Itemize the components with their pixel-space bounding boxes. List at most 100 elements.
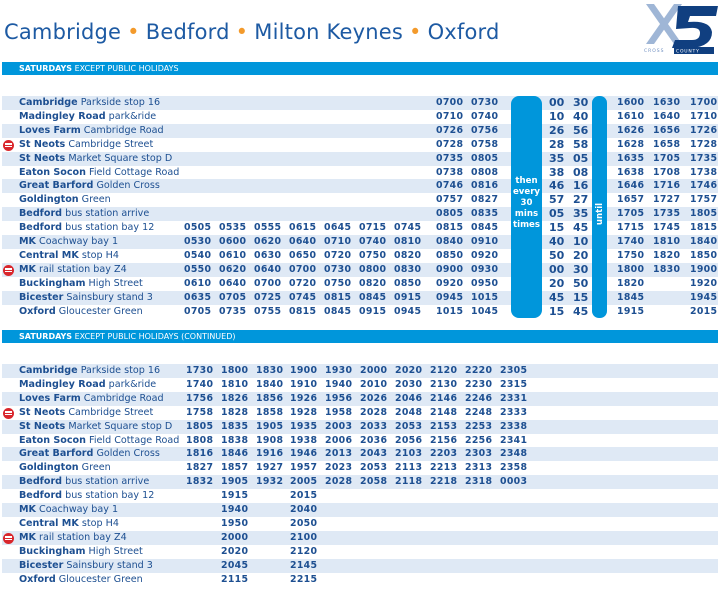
- departure-time: 2113: [395, 462, 423, 474]
- stop-name-rest: Market Square stop D: [65, 152, 173, 164]
- stop-name-bold: Great Barford: [19, 448, 94, 460]
- stop-name-bold: St Neots: [19, 406, 66, 418]
- table2-heading: SATURDAYS EXCEPT PUBLIC HOLIDAYS (CONTIN…: [2, 330, 718, 343]
- stop-name: Great Barford Golden Cross: [19, 179, 160, 193]
- departure-time: 0640: [289, 236, 317, 247]
- departure-time: 1915: [221, 490, 249, 502]
- stop-name-rest: Cambridge Street: [65, 406, 154, 418]
- departure-time: 0808: [471, 166, 499, 178]
- departure-time: 1840: [690, 236, 718, 247]
- stop-name: Central MK stop H4: [19, 517, 119, 531]
- departure-time: 0845: [471, 222, 499, 234]
- departure-time: 2148: [430, 406, 458, 418]
- stop-name: Buckingham High Street: [19, 545, 143, 559]
- table-row: Loves Farm Cambridge Road 1756 1826 1856 192…: [2, 391, 718, 406]
- separator: •: [127, 20, 140, 44]
- table-row: Loves Farm Cambridge Road 0726 0756 26 56 162…: [2, 123, 718, 138]
- departure-time: 1635: [617, 152, 645, 164]
- departure-time: 0705: [219, 291, 247, 303]
- table-row: Oxford Gloucester Green 0705 0735 0755 0815 0…: [2, 305, 718, 319]
- departure-time: 0635: [184, 291, 212, 303]
- departure-time: 0610: [219, 249, 247, 261]
- departure-time: 2015: [690, 305, 718, 317]
- table-row: Eaton Socon Field Cottage Road 1808 1838 19…: [2, 434, 718, 448]
- title-oxford: Oxford: [427, 20, 500, 44]
- departure-time: 0816: [471, 180, 499, 192]
- departure-time: 2015: [290, 490, 318, 502]
- departure-time: 1746: [690, 180, 718, 192]
- departure-time: 1750: [617, 249, 645, 261]
- minutes-past: 50: [573, 276, 589, 290]
- stop-name-rest: Coachway bay 1: [35, 236, 119, 247]
- departure-time: 2156: [430, 434, 458, 446]
- departure-time: 2010: [360, 378, 388, 390]
- departure-time: 0756: [471, 124, 499, 136]
- departure-time: 0550: [184, 263, 212, 275]
- stop-name-rest: Sainsbury stand 3: [63, 559, 153, 571]
- departure-time: 2215: [290, 573, 318, 585]
- stop-name-rest: Coachway bay 1: [35, 504, 119, 515]
- departure-time: 2030: [395, 378, 423, 390]
- departure-time: 1835: [221, 420, 249, 432]
- table-row: Buckingham High Street 0610 0640 0700 0720 07…: [2, 277, 718, 291]
- stop-name-bold: Cambridge: [19, 97, 78, 108]
- departure-time: 1808: [186, 434, 214, 446]
- departure-time: 1656: [653, 124, 681, 136]
- departure-time: 1730: [186, 365, 214, 376]
- departure-time: 1015: [436, 305, 464, 317]
- stop-name-bold: Buckingham: [19, 545, 86, 557]
- stop-name-rest: Cambridge Street: [65, 138, 154, 150]
- departure-time: 0945: [436, 291, 464, 303]
- departure-time: 2331: [500, 392, 528, 404]
- stop-name-bold: St Neots: [19, 152, 66, 164]
- minutes-past: 16: [573, 179, 589, 193]
- table-row: Cambridge Parkside stop 16 1730 1800 1830 19…: [2, 364, 718, 378]
- departure-time: 1930: [325, 365, 353, 376]
- minutes-past: 45: [549, 290, 565, 304]
- stop-name: Cambridge Parkside stop 16: [19, 96, 160, 110]
- departure-time: 0540: [184, 249, 212, 261]
- departure-time: 2003: [325, 420, 353, 432]
- departure-time: 0715: [359, 222, 387, 234]
- departure-time: 1700: [690, 97, 718, 108]
- stop-name: Bicester Sainsbury stand 3: [19, 559, 153, 573]
- departure-time: 0700: [254, 277, 282, 289]
- departure-time: 1715: [617, 222, 645, 234]
- departure-time: 1920: [690, 277, 718, 289]
- departure-time: 2053: [360, 462, 388, 474]
- stop-name: MK Coachway bay 1: [19, 235, 118, 249]
- departure-time: 0945: [394, 305, 422, 317]
- rail-station-icon: [3, 532, 14, 544]
- departure-time: 1832: [186, 476, 214, 488]
- departure-time: 2023: [325, 462, 353, 474]
- departure-time: 1900: [290, 365, 318, 376]
- departure-time: 1757: [690, 194, 718, 206]
- heading-bold: SATURDAYS: [19, 64, 73, 73]
- svg-text:CROSS: CROSS: [644, 48, 665, 54]
- minutes-past: 50: [549, 248, 565, 262]
- departure-time: 1657: [617, 194, 645, 206]
- departure-time: 1926: [290, 392, 318, 404]
- minutes-past: 00: [549, 262, 565, 276]
- departure-time: 1945: [690, 291, 718, 303]
- departure-time: 1928: [290, 406, 318, 418]
- departure-time: 2036: [360, 434, 388, 446]
- table-row: St Neots Cambridge Street 0728 0758 28 58 162…: [2, 138, 718, 152]
- departure-time: 2341: [500, 434, 528, 446]
- departure-time: 1658: [653, 138, 681, 150]
- stop-name: Buckingham High Street: [19, 277, 143, 291]
- departure-time: 1938: [290, 434, 318, 446]
- minutes-past: 28: [549, 137, 565, 151]
- stop-name-bold: Goldington: [19, 194, 79, 206]
- stop-name-bold: Bedford: [19, 208, 63, 220]
- departure-time: 0730: [471, 97, 499, 108]
- departure-time: 1640: [653, 110, 681, 122]
- departure-time: 2048: [395, 406, 423, 418]
- stop-name-rest: bus station arrive: [62, 476, 150, 488]
- stop-name-bold: Loves Farm: [19, 124, 81, 136]
- stop-name-rest: bus station bay 12: [62, 222, 155, 234]
- table-row: Bicester Sainsbury stand 3 0635 0705 0725 07…: [2, 290, 718, 305]
- table-row: MK Coachway bay 1 1940 2040: [2, 503, 718, 517]
- stop-name-rest: Gloucester Green: [55, 305, 143, 317]
- minutes-past: 35: [549, 151, 565, 165]
